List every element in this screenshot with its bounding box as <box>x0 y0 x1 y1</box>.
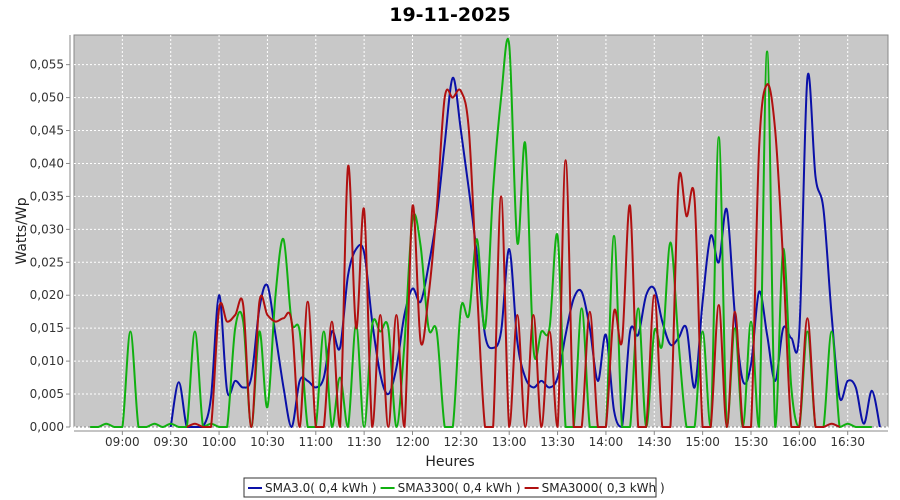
x-tick-label: 14:30 <box>637 435 672 449</box>
x-tick-label: 13:30 <box>540 435 575 449</box>
y-tick-label: 0,010 <box>30 354 64 368</box>
x-axis-title: Heures <box>425 454 474 470</box>
grid-lines <box>74 35 888 428</box>
x-tick-label: 12:00 <box>395 435 430 449</box>
legend: SMA3.0( 0,4 kWh ) SMA3300( 0,4 kWh ) SMA30… <box>243 477 665 498</box>
y-tick-label: 0,020 <box>30 288 64 302</box>
y-tick-label: 0,040 <box>30 156 64 170</box>
x-tick-label: 11:30 <box>347 435 382 449</box>
x-tick-label: 09:30 <box>153 435 188 449</box>
x-tick-label: 14:00 <box>589 435 624 449</box>
x-tick-label: 13:00 <box>492 435 527 449</box>
x-tick-label: 10:00 <box>202 435 237 449</box>
x-tick-label: 12:30 <box>444 435 479 449</box>
series-lines <box>90 37 881 428</box>
y-axis-title: Watts/Wp <box>14 197 30 264</box>
y-axis-ticks: 0,000 0,005 0,010 0,015 0,020 0,025 0,030 0,035… <box>30 58 70 434</box>
y-tick-label: 0,025 <box>30 255 64 269</box>
series-line-sma3300 <box>90 37 872 428</box>
legend-box <box>243 477 657 498</box>
x-tick-label: 10:30 <box>250 435 285 449</box>
x-tick-label: 16:30 <box>830 435 865 449</box>
x-axis-ticks: 09:00 09:30 10:00 10:30 11:00 11:30 12:00 12:30… <box>105 431 865 449</box>
legend-label: SMA3300( 0,4 kWh ) <box>398 481 521 495</box>
series-line-sma3000 <box>186 83 841 428</box>
y-tick-label: 0,005 <box>30 387 64 401</box>
legend-label: SMA3000( 0,3 kWh ) <box>542 481 665 495</box>
x-tick-label: 15:30 <box>734 435 769 449</box>
x-tick-label: 16:00 <box>782 435 817 449</box>
y-tick-label: 0,000 <box>30 420 64 434</box>
x-tick-label: 11:00 <box>298 435 333 449</box>
y-tick-label: 0,045 <box>30 124 64 138</box>
y-tick-label: 0,015 <box>30 321 64 335</box>
series-line-sma3-0 <box>169 73 881 428</box>
y-tick-label: 0,035 <box>30 189 64 203</box>
y-tick-label: 0,055 <box>30 58 64 72</box>
y-tick-label: 0,030 <box>30 222 64 236</box>
chart-title: 19-11-2025 <box>389 4 511 26</box>
x-tick-label: 15:00 <box>685 435 720 449</box>
y-tick-label: 0,050 <box>30 91 64 105</box>
legend-label: SMA3.0( 0,4 kWh ) <box>265 481 377 495</box>
x-tick-label: 09:00 <box>105 435 140 449</box>
